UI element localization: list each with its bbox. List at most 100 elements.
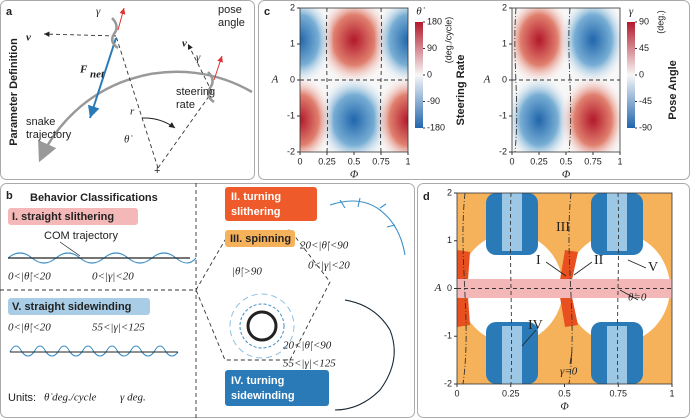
snake-path <box>329 197 406 256</box>
x-tick-label: 0.25 <box>318 156 336 166</box>
x-tick-label: 0.75 <box>584 156 602 166</box>
label-trajectory: trajectory <box>26 129 72 141</box>
label-gamma: γ <box>196 52 201 64</box>
leader <box>521 259 647 365</box>
panel-label: a <box>6 6 13 18</box>
y-tick-label: 2 <box>502 2 507 12</box>
class-name: slithering <box>231 206 281 218</box>
region-label: V <box>648 260 658 275</box>
class-box <box>225 370 329 406</box>
y-tick-label: -1 <box>499 110 507 120</box>
heading-arrow <box>213 55 223 81</box>
force-arrow <box>88 37 117 119</box>
velocity-arrow <box>187 43 213 93</box>
heatmap <box>300 8 408 152</box>
colorbar-unit: (deg./cycle) <box>443 17 453 64</box>
x-tick-label: 0.75 <box>609 388 627 398</box>
class-box <box>225 230 295 247</box>
class-name: V. straight sidewinding <box>12 301 131 313</box>
label-gamma: γ <box>96 6 101 18</box>
class-name: II. turning <box>231 191 281 203</box>
velocity-arrow <box>43 31 117 37</box>
x-tick-label: 1 <box>617 156 622 166</box>
colorbar-tick-label: -90 <box>639 122 652 132</box>
y-axis-label: A <box>483 74 491 86</box>
units: θ̇ deg./cycle <box>44 392 97 404</box>
region-label: I <box>536 253 541 268</box>
heading-arrow <box>117 7 126 31</box>
condition: 55<|γ|<125 <box>283 358 336 370</box>
y-tick-label: 0 <box>447 283 452 293</box>
side-title: Steering Rate <box>455 55 467 126</box>
class-name: III. spinning <box>230 233 291 245</box>
class-name: I. straight slithering <box>12 211 114 223</box>
radius-line <box>157 91 213 169</box>
x-axis-label: Φ <box>562 169 571 181</box>
panel-frame <box>0 0 255 180</box>
label-theta: θ̇ <box>124 134 133 146</box>
label-force: F <box>79 64 88 76</box>
side-title: Parameter Definition <box>8 38 20 146</box>
colorbar-unit: (deg.) <box>655 10 665 34</box>
label-pose: angle <box>218 17 245 29</box>
colorbar-tick-label: 0 <box>427 69 432 79</box>
class-box <box>8 298 150 315</box>
colorbar-title: γ <box>629 6 634 18</box>
side-title: Pose Angle <box>667 60 679 120</box>
colorbar-tick-label: 180 <box>427 16 442 26</box>
x-tick-label: 0 <box>509 156 514 166</box>
label-r: r <box>130 106 135 118</box>
y-tick-label: 1 <box>447 235 452 245</box>
region-label: IV <box>528 318 543 333</box>
phase-map <box>457 193 672 384</box>
y-tick-label: 0 <box>502 74 507 84</box>
y-axis-label: A <box>271 74 279 86</box>
y-tick-label: 2 <box>290 2 295 12</box>
region-labels: III I II V IV θ̇=0 γ=0 <box>528 220 658 377</box>
x-tick-label: 0.5 <box>560 156 573 166</box>
class-box <box>8 208 138 225</box>
annotation: COM trajectory <box>44 230 118 242</box>
y-tick-label: -1 <box>287 110 295 120</box>
x-tick-label: 1 <box>669 388 674 398</box>
x-tick-label: 0 <box>454 388 459 398</box>
y-tick-label: 2 <box>447 187 452 197</box>
radius-line <box>115 35 159 169</box>
condition: 0<|θ̇|<20 <box>8 271 51 283</box>
label-v: v <box>182 38 187 50</box>
panel-label: b <box>6 190 13 202</box>
condition: 0<|θ̇|<20 <box>8 322 51 334</box>
y-tick-label: 0 <box>290 74 295 84</box>
x-tick-label: 0.5 <box>558 388 571 398</box>
colorbar-title: θ̇ <box>416 6 425 18</box>
snake-glyph <box>110 17 119 50</box>
class-box <box>225 187 317 221</box>
label-trajectory: snake <box>26 116 55 128</box>
panel-label: d <box>423 191 430 203</box>
x-axis-label: Φ <box>350 169 359 181</box>
colorbar-tick-label: -45 <box>639 96 652 106</box>
y-tick-label: 1 <box>502 38 507 48</box>
region-label: II <box>594 253 604 268</box>
y-axis-label: A <box>434 282 442 294</box>
rate-arc <box>141 117 176 129</box>
trajectory-arc <box>38 70 253 163</box>
panel-a: a Parameter Definition + v γ pose angle … <box>0 0 255 180</box>
colorbar <box>627 22 635 128</box>
y-tick-label: -2 <box>499 146 507 156</box>
class-name: IV. turning <box>231 375 284 387</box>
curve-label: θ̇=0 <box>628 292 647 304</box>
condition: 0<|γ|<20 <box>92 271 134 283</box>
label-rate: steering <box>176 86 215 98</box>
x-tick-label: 1 <box>405 156 410 166</box>
panel-c: c <box>258 0 690 180</box>
colorbar-tick-label: -180 <box>427 122 445 132</box>
condition: 20<|θ̇|<90 <box>300 240 349 252</box>
panel-label: c <box>264 6 270 18</box>
x-tick-label: 0.25 <box>530 156 548 166</box>
colorbar-tick-label: -90 <box>427 96 440 106</box>
colorbar-tick-label: 45 <box>639 43 649 53</box>
colorbar-tick-label: 90 <box>427 43 437 53</box>
leader <box>59 241 81 257</box>
